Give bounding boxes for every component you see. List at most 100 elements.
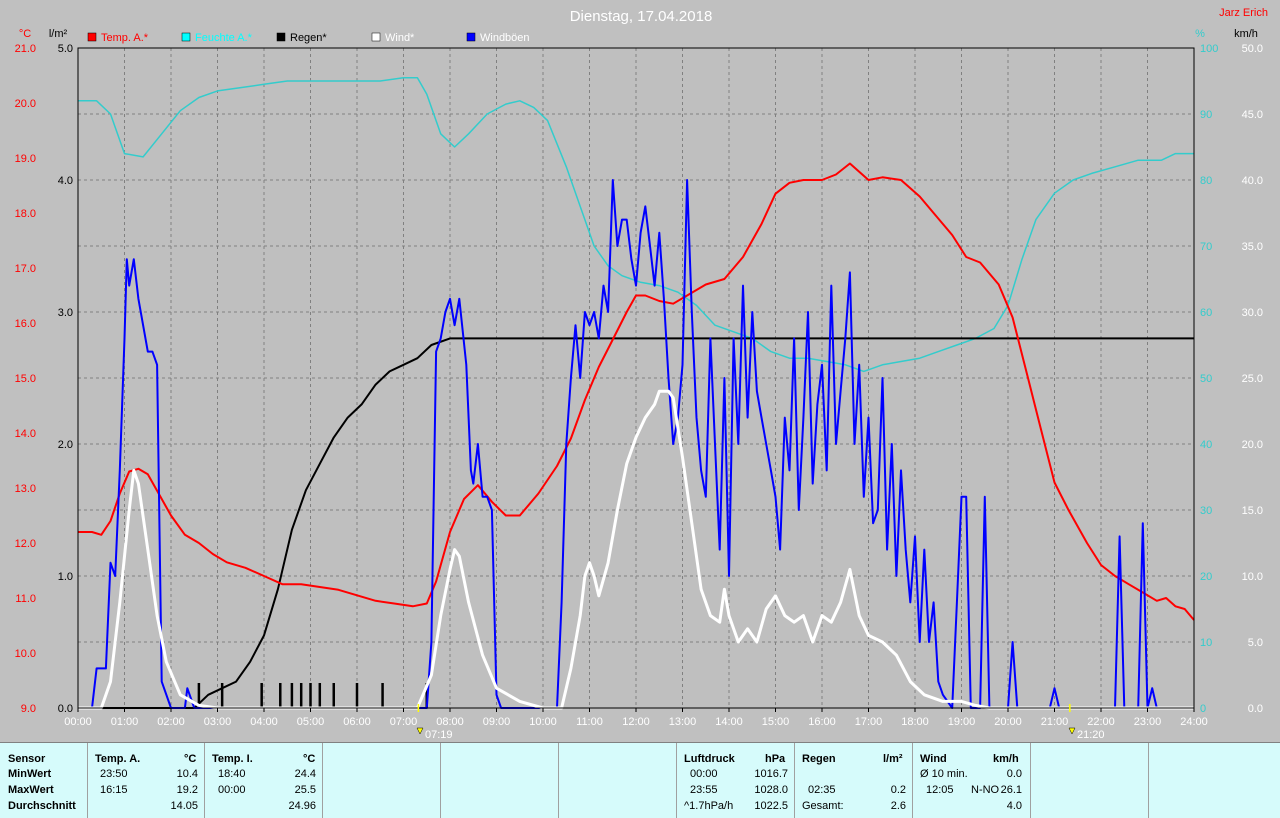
legend-item-wind: Wind* <box>371 32 415 44</box>
wind-mean: 4.0 <box>1006 800 1022 812</box>
temp-tick-label: 12.0 <box>15 538 36 550</box>
col-pressure: Luftdruck hPa 00:00 1016.7 23:55 1028.0 … <box>677 743 795 818</box>
x-tick-label: 05:00 <box>297 716 325 728</box>
x-tick-label: 17:00 <box>855 716 883 728</box>
pressure-trend-label: ^1.7hPa/h <box>684 800 734 812</box>
legend-item-temp: Temp. A.* <box>87 32 149 44</box>
sunrise-icon <box>416 727 424 735</box>
humidity-tick-label: 0 <box>1200 703 1206 715</box>
statistics-table: Sensor MinWert MaxWert Durchschnitt Temp… <box>0 742 1280 818</box>
row-label-min: MinWert <box>8 768 52 780</box>
legend: Temp. A.* Feuchte A.* Regen* Wind* Windb… <box>87 32 530 44</box>
weather-chart: 00:00 01:00 02:00 03:00 04:00 05:00 06:00 07:00… <box>15 7 1268 741</box>
series-line-temp <box>78 162 1195 621</box>
chart-title: Dienstag, 17.04.2018 <box>570 8 713 25</box>
temp-i-header: Temp. I. <box>212 753 253 765</box>
wind-tick-label: 0.0 <box>1248 703 1263 715</box>
legend-label-rain: Regen* <box>290 32 327 44</box>
rain-tick-label: 3.0 <box>58 307 73 319</box>
wind-tick-label: 10.0 <box>1242 571 1263 583</box>
marker-sunset: 21:20 <box>1068 727 1105 741</box>
humidity-tick-label: 10 <box>1200 637 1212 649</box>
legend-item-humidity: Feuchte A.* <box>181 32 253 44</box>
legend-label-wind: Wind* <box>385 32 415 44</box>
humidity-tick-label: 100 <box>1200 43 1218 55</box>
series-line-humidity <box>78 76 1194 373</box>
temp-a-header: Temp. A. <box>95 753 141 765</box>
wind-tick-label: 40.0 <box>1242 175 1263 187</box>
humidity-tick-label: 90 <box>1200 109 1212 121</box>
temp-i-min: 24.4 <box>294 768 316 780</box>
x-tick-label: 24:00 <box>1180 716 1208 728</box>
x-tick-label: 07:00 <box>390 716 418 728</box>
wind-tick-label: 50.0 <box>1242 43 1263 55</box>
x-tick-label: 01:00 <box>111 716 139 728</box>
col-empty-1 <box>323 743 441 818</box>
x-tick-label: 10:00 <box>529 716 557 728</box>
humidity-tick-label: 20 <box>1200 571 1212 583</box>
temp-i-min-time: 18:40 <box>218 768 246 780</box>
x-tick-label: 14:00 <box>715 716 743 728</box>
x-tick-label: 20:00 <box>994 716 1022 728</box>
temp-tick-label: 13.0 <box>15 483 36 495</box>
axes-layer: 00:00 01:00 02:00 03:00 04:00 05:00 06:00 07:00… <box>15 43 1263 728</box>
rain-tick-label: 0.0 <box>58 703 73 715</box>
rain-max-time: 02:35 <box>808 784 836 796</box>
temp-a-min: 10.4 <box>176 768 198 780</box>
x-tick-label: 08:00 <box>436 716 464 728</box>
wind-tick-label: 25.0 <box>1242 373 1263 385</box>
x-tick-label: 21:00 <box>1041 716 1069 728</box>
rain-tick-label: 5.0 <box>58 43 73 55</box>
rain-axis-unit: l/m² <box>49 28 68 40</box>
x-tick-label: 15:00 <box>762 716 790 728</box>
rain-unit: l/m² <box>883 753 903 765</box>
temp-a-max: 19.2 <box>176 784 198 796</box>
pressure-trend: 1022.5 <box>754 800 788 812</box>
x-tick-label: 22:00 <box>1087 716 1115 728</box>
series-line-gust <box>78 179 1194 709</box>
wind-max-dir: N-NO <box>971 784 1000 796</box>
wind-axis-unit: km/h <box>1234 28 1258 40</box>
wind-max-time: 12:05 <box>926 784 954 796</box>
temp-tick-label: 17.0 <box>15 263 36 275</box>
legend-label-temp: Temp. A.* <box>101 32 149 44</box>
x-tick-label: 02:00 <box>157 716 185 728</box>
temp-i-unit: °C <box>303 753 316 765</box>
x-tick-label: 06:00 <box>343 716 371 728</box>
sunrise-label: 07:19 <box>425 729 453 741</box>
col-empty-4 <box>1031 743 1149 818</box>
humidity-tick-label: 50 <box>1200 373 1212 385</box>
temp-i-max: 25.5 <box>294 784 316 796</box>
legend-item-gust: Windböen <box>466 32 530 44</box>
x-tick-label: 04:00 <box>250 716 278 728</box>
x-tick-label: 12:00 <box>622 716 650 728</box>
rain-header: Regen <box>802 753 836 765</box>
col-rain: Regen l/m² 02:35 0.2 Gesamt: 2.6 <box>795 743 913 818</box>
temp-tick-label: 15.0 <box>15 373 36 385</box>
marker-sunrise: 07:19 <box>416 727 453 741</box>
temp-a-min-time: 23:50 <box>100 768 128 780</box>
rain-total-label: Gesamt: <box>802 800 844 812</box>
temp-a-avg: 14.05 <box>170 800 198 812</box>
temp-tick-label: 19.0 <box>15 153 36 165</box>
humidity-tick-label: 80 <box>1200 175 1212 187</box>
temp-tick-label: 9.0 <box>21 703 36 715</box>
pressure-min: 1016.7 <box>754 768 788 780</box>
rain-tick-label: 1.0 <box>58 571 73 583</box>
rain-tick-label: 2.0 <box>58 439 73 451</box>
series-line-rain <box>78 337 1194 709</box>
pressure-max: 1028.0 <box>754 784 788 796</box>
sunset-icon <box>1068 727 1076 735</box>
humidity-tick-label: 30 <box>1200 505 1212 517</box>
pressure-min-time: 00:00 <box>690 768 718 780</box>
temp-tick-label: 14.0 <box>15 428 36 440</box>
wind-avg-label: Ø 10 min. <box>920 768 968 780</box>
col-wind: Wind km/h Ø 10 min. 0.0 12:05 N-NO 26.1 … <box>913 743 1031 818</box>
x-tick-label: 16:00 <box>808 716 836 728</box>
temp-tick-label: 11.0 <box>15 593 36 605</box>
row-label-max: MaxWert <box>8 784 54 796</box>
temp-i-max-time: 00:00 <box>218 784 246 796</box>
row-label-sensor: Sensor <box>8 753 46 765</box>
rain-max: 0.2 <box>890 784 906 796</box>
temp-tick-label: 16.0 <box>15 318 36 330</box>
